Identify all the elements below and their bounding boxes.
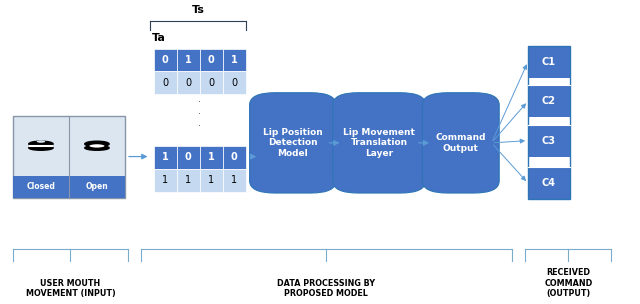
Bar [223,71,246,94]
Ellipse shape [84,146,109,150]
Bar [200,49,223,71]
Text: Ta: Ta [152,33,166,43]
Text: DATA PROCESSING BY
PROPOSED MODEL: DATA PROCESSING BY PROPOSED MODEL [277,278,376,298]
Text: 1: 1 [162,175,168,185]
Bar [223,49,246,71]
Bar [528,46,570,199]
Text: 1: 1 [208,175,214,185]
Bar [200,146,223,169]
Bar [177,71,200,94]
Text: 0: 0 [185,152,191,162]
Bar [13,116,125,198]
Text: ·
·
·: · · · [198,97,201,131]
Text: 0: 0 [162,78,168,88]
Bar [13,176,125,198]
Text: Lip Position
Detection
Model: Lip Position Detection Model [263,128,323,158]
Ellipse shape [36,140,45,143]
Text: Open: Open [86,182,108,192]
FancyBboxPatch shape [422,93,499,193]
Bar [177,146,200,169]
Ellipse shape [88,143,106,148]
Text: C1: C1 [542,57,556,67]
FancyBboxPatch shape [250,93,336,193]
Text: 0: 0 [208,55,214,65]
Text: 0: 0 [231,152,237,162]
Text: 1: 1 [185,175,191,185]
Bar [528,85,570,117]
Text: 0: 0 [208,78,214,88]
Text: 0: 0 [185,78,191,88]
Text: C4: C4 [542,178,556,188]
Bar [528,46,570,78]
Text: C3: C3 [542,136,556,146]
Ellipse shape [29,146,53,150]
Bar [200,169,223,192]
Text: Closed: Closed [26,182,56,192]
Text: 0: 0 [162,55,168,65]
Text: RECEIVED
COMMAND
(OUTPUT): RECEIVED COMMAND (OUTPUT) [544,268,593,298]
Bar [223,146,246,169]
Bar [154,49,177,71]
Bar [154,146,177,169]
Bar [528,125,570,157]
Text: Lip Movement
Translation
Layer: Lip Movement Translation Layer [343,128,415,158]
Text: Command
Output: Command Output [436,133,486,153]
Text: 1: 1 [162,152,168,162]
Bar [528,167,570,199]
Text: 1: 1 [231,55,237,65]
Bar [223,169,246,192]
FancyBboxPatch shape [333,93,426,193]
Text: 1: 1 [231,175,237,185]
Ellipse shape [84,141,109,147]
Text: USER MOUTH
MOVEMENT (INPUT): USER MOUTH MOVEMENT (INPUT) [26,278,115,298]
Bar [177,169,200,192]
Bar [200,71,223,94]
Text: Ts: Ts [192,5,205,15]
Bar [154,71,177,94]
Text: 1: 1 [208,152,214,162]
Bar [177,49,200,71]
Text: C2: C2 [542,96,556,106]
Ellipse shape [29,141,53,147]
Text: 1: 1 [185,55,191,65]
Bar [154,169,177,192]
Text: 0: 0 [231,78,237,88]
